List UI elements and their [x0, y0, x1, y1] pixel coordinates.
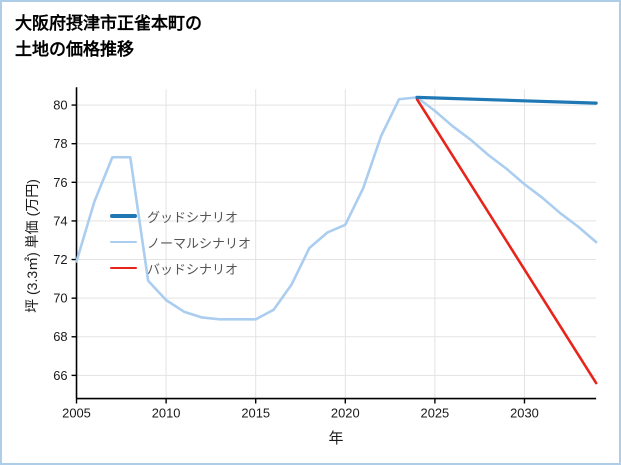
x-tick-label: 2005 [62, 405, 91, 420]
series-line-normal-scenario [75, 96, 598, 321]
x-tick-label: 2010 [152, 405, 181, 420]
y-tick-label: 74 [53, 213, 67, 228]
x-tick-label: 2025 [421, 405, 450, 420]
x-axis-label: 年 [328, 430, 344, 447]
series-line-good-scenario [415, 95, 598, 105]
legend-label-bad-scenario: バッドシナリオ [147, 261, 239, 277]
y-tick-label: 76 [53, 175, 67, 190]
chart-legend: グッドシナリオ ノーマルシナリオ バッドシナリオ [110, 203, 251, 281]
legend-line-bad-scenario [110, 266, 137, 270]
chart-title-line1: 大阪府摂津市正雀本町の [15, 14, 202, 33]
legend-line-good-scenario [110, 214, 137, 218]
y-tick-label: 78 [53, 136, 67, 151]
legend-label-normal-scenario: ノーマルシナリオ [147, 235, 252, 251]
x-tick-label: 2020 [331, 405, 360, 420]
series-line-bad-scenario [415, 97, 598, 385]
chart-title-line2: 土地の価格推移 [15, 39, 134, 59]
y-tick-label: 80 [53, 98, 67, 113]
legend-item-normal-scenario: ノーマルシナリオ [110, 229, 251, 255]
legend-label-good-scenario: グッドシナリオ [147, 209, 239, 225]
x-tick-label: 2030 [510, 405, 539, 420]
legend-item-good-scenario: グッドシナリオ [110, 203, 251, 229]
y-tick-label: 66 [53, 368, 67, 383]
y-axis-label: 坪 (3.3㎡) 単価 (万円) [24, 179, 40, 313]
y-tick-label: 68 [53, 329, 67, 344]
chart-title: 大阪府摂津市正雀本町の 土地の価格推移 [15, 11, 202, 62]
legend-line-normal-scenario [110, 240, 137, 244]
y-tick-label: 70 [53, 291, 67, 306]
legend-item-bad-scenario: バッドシナリオ [110, 255, 251, 281]
y-tick-label: 72 [53, 252, 67, 267]
x-tick-label: 2015 [241, 405, 270, 420]
